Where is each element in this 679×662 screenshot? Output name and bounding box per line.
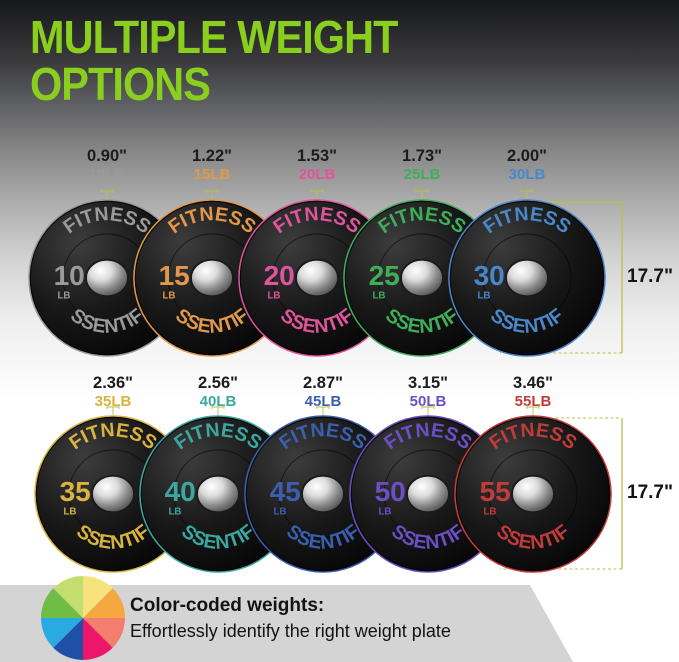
svg-text:55: 55	[480, 476, 511, 507]
svg-text:20: 20	[264, 260, 295, 291]
svg-text:50: 50	[375, 476, 406, 507]
svg-text:15: 15	[159, 260, 190, 291]
svg-text:LB: LB	[162, 291, 175, 302]
svg-text:LB: LB	[372, 291, 385, 302]
svg-text:LB: LB	[273, 507, 286, 518]
svg-text:LB: LB	[168, 507, 181, 518]
svg-text:LB: LB	[378, 507, 391, 518]
svg-text:25: 25	[369, 260, 400, 291]
svg-text:30: 30	[474, 260, 505, 291]
svg-text:45: 45	[270, 476, 301, 507]
svg-text:17.7": 17.7"	[627, 482, 673, 503]
svg-text:LB: LB	[267, 291, 280, 302]
svg-text:17.7": 17.7"	[627, 266, 673, 287]
svg-text:40: 40	[165, 476, 196, 507]
svg-text:LB: LB	[477, 291, 490, 302]
svg-text:LB: LB	[483, 507, 496, 518]
